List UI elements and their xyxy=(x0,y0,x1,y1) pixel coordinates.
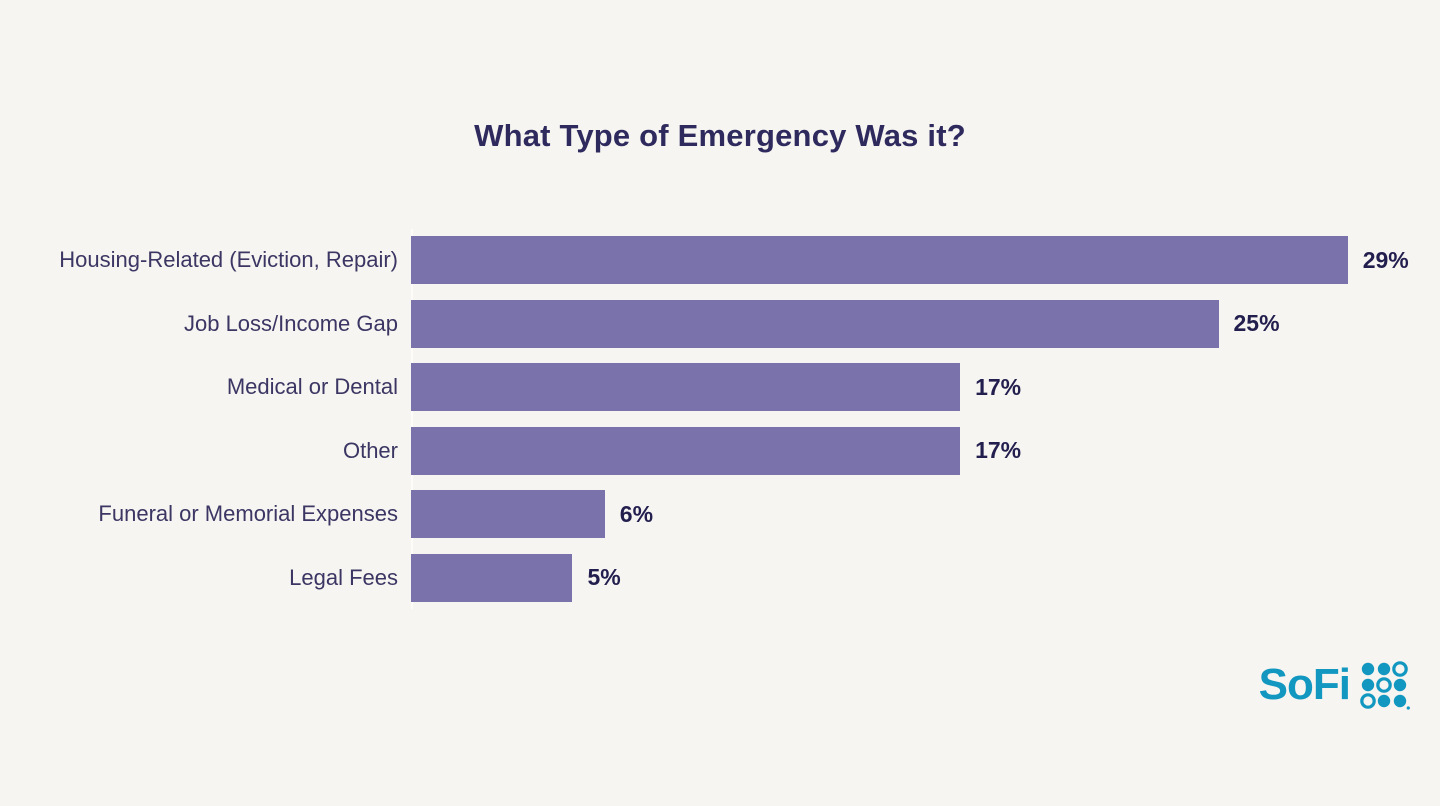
bar-track: 17% xyxy=(411,363,1380,411)
value-label: 17% xyxy=(975,437,1022,463)
bar xyxy=(411,299,1219,348)
bar-row: Housing-Related (Eviction, Repair) 29% xyxy=(0,236,1440,284)
bar xyxy=(411,426,961,475)
bar xyxy=(411,490,605,538)
bar xyxy=(411,363,961,411)
category-label: Job Loss/Income Gap xyxy=(183,310,398,336)
category-label: Housing-Related (Eviction, Repair) xyxy=(59,247,398,273)
bar-track: 29% xyxy=(411,236,1409,284)
value-label: 29% xyxy=(1362,246,1409,273)
bar-chart: Housing-Related (Eviction, Repair) 29% J… xyxy=(0,229,1440,609)
bar-row: Legal Fees 5% xyxy=(0,553,1440,602)
category-label: Other xyxy=(342,437,398,463)
bar-track: 5% xyxy=(411,553,1380,602)
y-axis-line xyxy=(411,229,413,609)
bar-track: 25% xyxy=(411,299,1380,348)
bar xyxy=(411,236,1348,284)
sofi-wordmark: SoFi xyxy=(1258,660,1351,709)
bar xyxy=(411,553,573,602)
category-label: Legal Fees xyxy=(289,564,398,590)
bar-row: Job Loss/Income Gap 25% xyxy=(0,299,1440,348)
category-label: Funeral or Memorial Expenses xyxy=(98,501,398,527)
value-label: 5% xyxy=(587,564,621,590)
bar-row: Funeral or Memorial Expenses 6% xyxy=(0,490,1440,538)
sofi-logo: SoFi xyxy=(1259,660,1410,710)
chart-title: What Type of Emergency Was it? xyxy=(474,118,966,153)
bar-track: 6% xyxy=(411,490,1380,538)
value-label: 6% xyxy=(619,500,654,527)
bar-track: 17% xyxy=(411,426,1380,475)
value-label: 25% xyxy=(1233,310,1280,336)
bar-row: Medical or Dental 17% xyxy=(0,363,1440,411)
bar-row: Other 17% xyxy=(0,426,1440,475)
value-label: 17% xyxy=(975,373,1022,400)
sofi-dot-grid-icon xyxy=(1360,661,1410,710)
category-label: Medical or Dental xyxy=(226,374,398,400)
